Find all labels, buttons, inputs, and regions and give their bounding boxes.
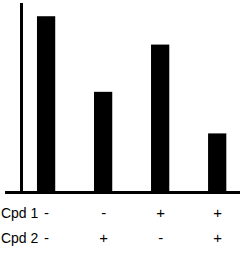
svg-text:-: - xyxy=(158,229,163,246)
svg-text:-: - xyxy=(44,229,49,246)
svg-text:Cpd 2: Cpd 2 xyxy=(1,230,39,246)
svg-text:-: - xyxy=(44,204,49,221)
svg-text:+: + xyxy=(213,204,222,221)
svg-text:+: + xyxy=(213,229,222,246)
svg-text:+: + xyxy=(156,204,165,221)
svg-text:+: + xyxy=(99,229,108,246)
svg-text:Cpd 1: Cpd 1 xyxy=(1,205,39,221)
svg-text:-: - xyxy=(101,204,106,221)
